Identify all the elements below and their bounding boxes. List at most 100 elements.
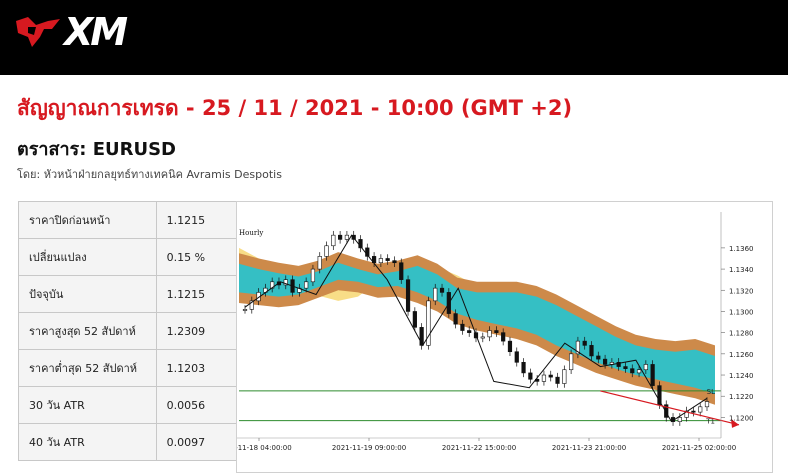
y-tick-label: 1.1240 — [729, 372, 754, 380]
stat-value: 1.1215 — [155, 275, 238, 313]
x-tick-label: 2021-11-19 09:00:00 — [332, 444, 406, 452]
candle-body — [664, 404, 669, 418]
outer-band — [239, 252, 715, 405]
candle-body — [310, 268, 316, 283]
stat-value: 0.0097 — [155, 423, 238, 461]
candle-body — [338, 234, 343, 240]
candle-body — [562, 369, 567, 384]
candle-body — [392, 260, 397, 264]
candle-body — [541, 374, 547, 382]
candle-body — [616, 362, 621, 367]
tp-label: T1 — [705, 418, 715, 426]
stats-row: 40 วัน ATR 0.0097 — [18, 423, 238, 461]
candle-body — [548, 374, 553, 378]
candle-body — [630, 368, 635, 374]
candle-body — [643, 364, 648, 371]
candle-body — [487, 330, 492, 338]
candle-body — [304, 281, 309, 289]
stat-value: 1.1203 — [155, 349, 238, 387]
candle-body — [480, 336, 485, 339]
zigzag-line — [244, 234, 708, 423]
candle-body — [467, 330, 472, 333]
candle-body — [575, 340, 581, 355]
stats-row: ราคาปิดก่อนหน้า 1.1215 — [18, 201, 238, 239]
stats-row: ราคาสูงสุด 52 สัปดาห์ 1.2309 — [18, 312, 238, 350]
candle-body — [589, 345, 594, 357]
candle-body — [378, 258, 383, 264]
candle-body — [602, 358, 608, 365]
y-tick-label: 1.1320 — [729, 287, 754, 295]
page-title: สัญญาณการเทรด - 25 / 11 / 2021 - 10:00 (… — [17, 96, 573, 120]
x-tick-label: 21-11-18 04:00:00 — [237, 444, 292, 452]
candle-body — [507, 340, 513, 353]
stat-value: 0.15 % — [155, 238, 238, 276]
stat-label: ราคาสูงสุด 52 สัปดาห์ — [18, 312, 157, 350]
y-tick-label: 1.1260 — [729, 351, 754, 359]
x-tick-label: 2021-11-23 21:00:00 — [552, 444, 626, 452]
bull-icon — [16, 17, 60, 47]
x-tick-label: 2021-11-25 02:00:00 — [662, 444, 736, 452]
stat-value: 1.1215 — [155, 201, 238, 239]
instrument-heading: ตราสาร: EURUSD — [17, 139, 176, 160]
candle-body — [514, 351, 519, 363]
candle-body — [426, 300, 431, 346]
candle-body — [501, 332, 506, 342]
candle-body — [698, 406, 703, 413]
candle-body — [684, 410, 689, 418]
timeframe-label: Hourly — [239, 229, 263, 237]
candle-body — [453, 313, 458, 325]
header-bar: XM — [0, 0, 788, 75]
x-tick-label: 2021-11-22 15:00:00 — [442, 444, 516, 452]
candle-body — [691, 410, 696, 413]
y-tick-label: 1.1280 — [729, 330, 754, 338]
candle-body — [283, 279, 288, 286]
stat-label: เปลี่ยนแปลง — [18, 238, 157, 276]
candle-body — [657, 385, 662, 405]
candle-body — [331, 234, 336, 247]
candle-body — [623, 366, 628, 369]
xm-logo[interactable]: XM — [14, 10, 128, 54]
candle-body — [399, 262, 404, 280]
stats-row: 30 วัน ATR 0.0056 — [18, 386, 238, 424]
stats-row: ราคาต่ำสุด 52 สัปดาห์ 1.1203 — [18, 349, 238, 387]
stats-row: เปลี่ยนแปลง 0.15 % — [18, 238, 238, 276]
candle-body — [569, 353, 574, 371]
candle-body — [596, 355, 601, 360]
stats-row: ปัจจุบัน 1.1215 — [18, 275, 238, 313]
stat-value: 1.2309 — [155, 312, 238, 350]
stat-label: ราคาปิดก่อนหน้า — [18, 201, 157, 239]
candle-body — [344, 234, 350, 240]
stat-label: 40 วัน ATR — [18, 423, 157, 461]
arrow-head — [731, 418, 739, 428]
candle-body — [405, 279, 411, 312]
author-line: โดย: หัวหน้าฝ่ายกลยุทธ์ทางเทคนิค Avramis… — [17, 168, 282, 181]
inner-band — [239, 262, 715, 395]
y-tick-label: 1.1220 — [729, 393, 754, 401]
candle-body — [419, 327, 424, 346]
candle-body — [439, 287, 445, 293]
candle-body — [555, 376, 560, 384]
candle-body — [521, 362, 526, 374]
y-tick-label: 1.1200 — [729, 414, 754, 422]
stat-label: ราคาต่ำสุด 52 สัปดาห์ — [18, 349, 157, 387]
candle-body — [494, 330, 499, 333]
stat-label: ปัจจุบัน — [18, 275, 157, 313]
brand-name: XM — [64, 10, 128, 54]
candle-body — [324, 245, 329, 257]
candle-body — [650, 364, 655, 386]
candle-body — [317, 256, 322, 270]
candle-body — [582, 340, 587, 346]
candle-body — [412, 311, 417, 328]
stats-table: ราคาปิดก่อนหน้า 1.1215 เปลี่ยนแปลง 0.15 % ปั… — [18, 201, 238, 461]
candle-body — [677, 417, 682, 422]
candle-body — [528, 372, 533, 380]
projection-arrow — [600, 390, 740, 426]
price-chart: SL T1 1.1200 1.1220 1.1240 1.1260 1.1280 1.1300… — [236, 201, 773, 473]
candle-body — [704, 401, 710, 408]
stat-value: 0.0056 — [155, 386, 238, 424]
candle-body — [433, 287, 438, 302]
y-tick-label: 1.1340 — [729, 266, 754, 274]
candle-body — [249, 300, 254, 310]
candle-body — [460, 323, 465, 331]
candle-body — [636, 369, 642, 374]
